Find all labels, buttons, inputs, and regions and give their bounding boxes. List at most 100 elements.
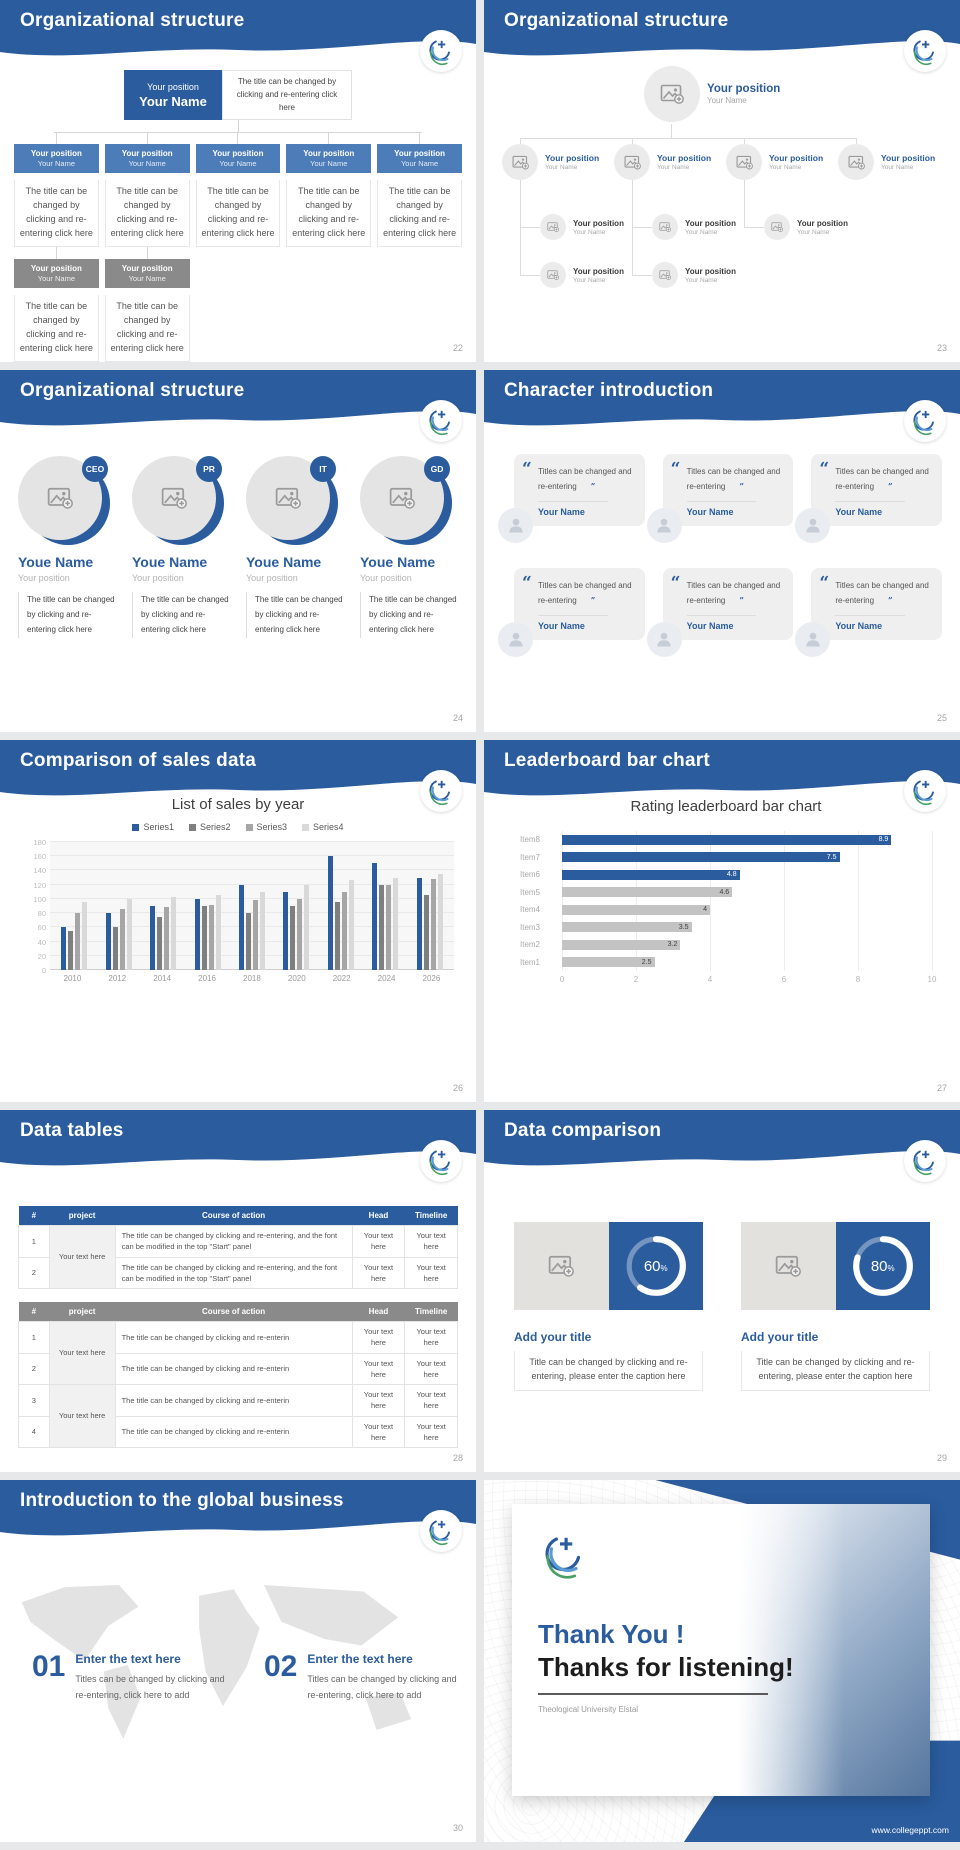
- data-tables: # project Course of action Head Timeline 1…: [18, 1206, 458, 1448]
- role-badge: PR: [196, 456, 222, 482]
- page-number: 24: [452, 713, 463, 723]
- photo-placeholder-icon: [726, 144, 762, 180]
- org-level2-row: Your position Your Name The title can be …: [14, 132, 462, 248]
- item-label: Item3: [520, 922, 541, 932]
- photo-placeholder-icon: [838, 144, 874, 180]
- org-root-row: Your position Your Name The title can be…: [14, 70, 462, 121]
- gridline: [932, 831, 933, 971]
- slide-28[interactable]: Data tables # project Course of action Hea…: [0, 1110, 476, 1472]
- slide-23[interactable]: Organizational structure Your position Yo…: [484, 0, 960, 362]
- slide-27[interactable]: Leaderboard bar chart Rating leaderboard…: [484, 740, 960, 1102]
- bar: [201, 906, 207, 970]
- y-tick-label: 60: [37, 923, 46, 933]
- slide-header: Comparison of sales data: [0, 740, 476, 804]
- gridline: 140: [33, 866, 454, 875]
- thanks-subtitle: Thanks for listening!: [538, 1652, 794, 1682]
- bar: [348, 880, 354, 970]
- y-tick-label: 100: [33, 894, 46, 904]
- open-quote-icon: “: [522, 572, 532, 593]
- bar-group: [61, 842, 88, 970]
- org-subnode: Your position Your Name: [540, 214, 624, 240]
- bar-value: 7.5: [826, 853, 837, 861]
- y-tick-label: 40: [37, 937, 46, 947]
- slide-22[interactable]: Organizational structure Your position Y…: [0, 0, 476, 362]
- photo-placeholder-icon: [540, 262, 566, 288]
- gridline: [710, 831, 711, 971]
- slide-thank-you[interactable]: www.collegeppt.com Thank You ! Thanks fo…: [484, 1480, 960, 1842]
- slide-title: Comparison of sales data: [20, 750, 257, 771]
- slide-26[interactable]: Comparison of sales data List of sales b…: [0, 740, 476, 1102]
- legend-label: Series1: [143, 822, 174, 832]
- slide-24[interactable]: Organizational structure CEO Youe Name Y…: [0, 370, 476, 732]
- bar: [126, 898, 132, 970]
- page-number: 28: [452, 1453, 463, 1463]
- bar: [171, 897, 177, 970]
- leaderboard-grid: [562, 831, 933, 971]
- x-tick-label: 10: [927, 975, 937, 984]
- item-label: Item7: [520, 852, 541, 862]
- university-logo-icon: [420, 30, 462, 72]
- item-label: Item2: [520, 940, 541, 950]
- legend-swatch: [188, 823, 196, 831]
- member-name: Youe Name: [360, 554, 436, 570]
- bar-track: 4.8: [562, 869, 932, 880]
- person-avatar-icon: [646, 507, 682, 543]
- bar: 4.8: [562, 869, 740, 880]
- bar: [157, 916, 163, 970]
- bar: [290, 906, 296, 970]
- gridline: 60: [38, 923, 454, 932]
- bar: [105, 913, 111, 970]
- item-label: Item1: [520, 957, 541, 967]
- bar: [297, 898, 303, 970]
- org-subnode: Your position Your Name: [764, 214, 848, 240]
- leaderboard-row: Item6 4.8: [520, 866, 932, 884]
- leaderboard-row: Item1 2.5: [520, 954, 932, 972]
- org-node: Your position Your Name The title can be …: [286, 132, 372, 248]
- connector-line: [237, 120, 239, 133]
- role-badge: IT: [310, 456, 336, 482]
- bar-group: [105, 842, 132, 970]
- table-blue: # project Course of action Head Timeline 1…: [18, 1206, 458, 1289]
- bar: [208, 904, 214, 970]
- person-avatar-icon: [498, 621, 533, 657]
- member-caption: The title can be changed by clicking and…: [132, 592, 230, 638]
- university-name: Theological University Elstal: [538, 1705, 639, 1714]
- building-photo: [737, 1504, 930, 1796]
- quote-author: Your Name: [686, 506, 734, 517]
- leaderboard-row: Item7 7.5: [520, 849, 932, 867]
- x-tick-label: 2014: [153, 974, 172, 983]
- org-node: Your position Your Name The title can be …: [14, 132, 99, 248]
- y-tick-label: 140: [33, 866, 46, 876]
- item-number: 01: [32, 1650, 66, 1683]
- table-row: 3 Your text here The title can be change…: [18, 1384, 458, 1448]
- y-tick-label: 160: [33, 852, 46, 862]
- x-tick-label: 2020: [287, 974, 306, 983]
- slide-title: Leaderboard bar chart: [504, 750, 710, 771]
- slide-29[interactable]: Data comparison 60% Add your title Title…: [484, 1110, 960, 1472]
- slide-header: Organizational structure: [0, 0, 476, 64]
- university-logo-icon: [904, 400, 946, 442]
- team-member: GD Youe Name Your position The title can…: [360, 456, 458, 638]
- team-member: CEO Youe Name Your position The title ca…: [18, 456, 116, 638]
- table-row: 2 The title can be changed by clicking a…: [18, 1352, 458, 1385]
- legend-swatch: [302, 823, 310, 831]
- chart-title: List of sales by year: [171, 796, 305, 813]
- bar-value: 3.5: [678, 923, 689, 931]
- quote-author: Your Name: [538, 620, 585, 631]
- x-tick-label: 2010: [63, 974, 82, 983]
- gridline: [562, 831, 563, 971]
- quote-author: Your Name: [686, 620, 734, 631]
- y-tick-label: 20: [37, 951, 46, 961]
- page-number: 27: [936, 1083, 947, 1093]
- bar-value: 8.9: [878, 836, 889, 844]
- slide-25[interactable]: Character introduction “ Titles can be c…: [484, 370, 960, 732]
- university-logo-icon: [420, 1140, 462, 1182]
- item-number: 02: [264, 1650, 298, 1683]
- slide-30[interactable]: Introduction to the global business 01 E…: [0, 1480, 476, 1842]
- org-level3-row: Your position Your Name The title can be …: [14, 247, 462, 362]
- leaderboard-row: Item4 4: [520, 901, 932, 919]
- bar: [304, 884, 310, 970]
- photo-placeholder-icon: [502, 144, 538, 180]
- close-quote-icon: ”: [888, 481, 893, 492]
